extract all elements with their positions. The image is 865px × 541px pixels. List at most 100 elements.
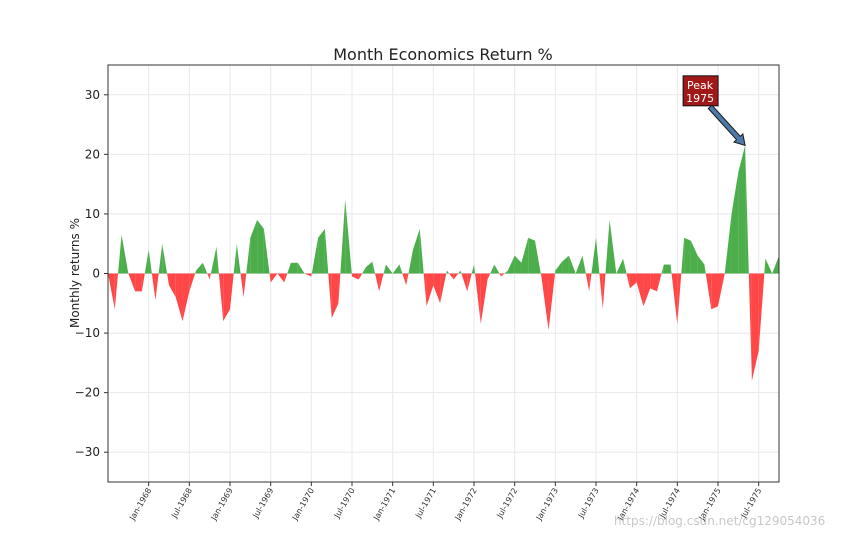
positive-area-segment	[209, 246, 217, 274]
watermark: https://blog.csdn.net/cg129054036	[614, 514, 826, 528]
positive-area-segment	[528, 237, 535, 274]
negative-area-segment	[433, 273, 441, 304]
positive-area-segment	[446, 270, 454, 274]
positive-area-segment	[155, 243, 163, 274]
negative-area-segment	[589, 273, 596, 292]
negative-area-segment	[582, 273, 590, 292]
negative-area-segment	[548, 273, 556, 331]
positive-area-segment	[202, 262, 210, 274]
x-tick-label: Jul-1971	[413, 487, 438, 521]
positive-area-segment	[555, 261, 563, 274]
negative-area-segment	[230, 273, 237, 310]
positive-area-segment	[738, 145, 746, 274]
x-tick-label: Jan-1970	[290, 487, 316, 523]
negative-area-segment	[623, 273, 630, 289]
negative-area-segment	[535, 273, 542, 280]
positive-area-segment	[772, 255, 779, 274]
y-axis-label: Monthly returns %	[68, 218, 82, 328]
positive-area-segment	[623, 258, 630, 274]
positive-area-segment	[392, 264, 400, 274]
negative-area-segment	[670, 273, 678, 325]
negative-area-segment	[372, 273, 380, 292]
positive-area-segment	[758, 258, 766, 274]
negative-area-segment	[148, 273, 156, 301]
negative-area-segment	[135, 273, 142, 292]
positive-area-segment	[670, 264, 678, 274]
negative-area-segment	[209, 273, 217, 280]
negative-area-segment	[453, 273, 461, 280]
positive-area-segment	[338, 199, 346, 274]
negative-area-segment	[379, 273, 386, 292]
negative-area-segment	[501, 273, 508, 277]
negative-area-segment	[324, 273, 332, 319]
positive-area-segment	[765, 258, 773, 274]
positive-area-segment	[148, 249, 156, 274]
negative-area-segment	[629, 273, 637, 289]
positive-area-segment	[345, 199, 352, 274]
positive-area-segment	[731, 172, 739, 274]
negative-area-segment	[243, 273, 251, 298]
positive-area-segment	[263, 228, 271, 274]
positive-area-segment	[358, 267, 366, 274]
positive-area-segment	[467, 264, 474, 274]
negative-area-segment	[541, 273, 549, 331]
positive-area-segment	[230, 243, 237, 274]
negative-area-segment	[189, 273, 197, 292]
negative-area-segment	[352, 273, 359, 280]
negative-area-segment	[155, 273, 163, 301]
positive-area-segment	[291, 262, 298, 274]
negative-area-segment	[304, 273, 312, 277]
negative-area-segment	[460, 273, 468, 292]
positive-area-segment	[535, 240, 542, 274]
negative-area-segment	[494, 273, 502, 277]
negative-area-segment	[263, 273, 271, 283]
negative-area-segment	[704, 273, 712, 310]
positive-area-segment	[311, 237, 319, 274]
positive-area-segment	[318, 228, 325, 274]
positive-area-segment	[507, 255, 515, 274]
x-tick-label: Jan-1973	[534, 487, 560, 523]
annotation-arrow	[707, 104, 746, 147]
positive-area-segment	[501, 270, 508, 274]
positive-area-segment	[609, 219, 617, 274]
negative-area-segment	[406, 273, 413, 286]
positive-area-segment	[399, 264, 407, 274]
x-tick-label: Jan-1972	[453, 487, 479, 523]
negative-area-segment	[223, 273, 230, 322]
negative-area-segment	[284, 273, 291, 283]
negative-area-segment	[169, 273, 176, 298]
positive-area-segment	[684, 237, 691, 274]
negative-area-segment	[711, 273, 718, 310]
annotation-text-line2: 1975	[686, 92, 714, 105]
x-tick-label: Jan-1969	[209, 487, 235, 523]
x-tick-label: Jan-1971	[371, 487, 397, 523]
x-tick-label: Jul-1973	[576, 487, 601, 521]
positive-area-segment	[596, 237, 603, 274]
annotation-text-line1: Peak	[687, 79, 714, 92]
negative-area-segment	[650, 273, 657, 292]
y-tick-label: 10	[85, 207, 100, 221]
negative-area-segment	[596, 273, 603, 310]
positive-area-segment	[582, 255, 590, 274]
negative-area-segment	[758, 273, 766, 351]
positive-area-segment	[562, 255, 569, 274]
x-tick-label: Jul-1968	[169, 487, 194, 521]
negative-area-segment	[440, 273, 447, 304]
negative-area-segment	[487, 273, 495, 280]
positive-area-segment	[372, 261, 380, 274]
negative-area-segment	[270, 273, 278, 283]
negative-area-segment	[128, 273, 136, 292]
positive-area-segment	[453, 270, 461, 274]
positive-area-segment	[589, 237, 596, 274]
y-tick-label: −10	[75, 326, 100, 340]
positive-area-segment	[324, 228, 332, 274]
negative-area-segment	[419, 273, 427, 307]
y-tick-label: 0	[92, 267, 100, 281]
positive-area-segment	[297, 262, 305, 274]
negative-area-segment	[338, 273, 346, 304]
negative-area-segment	[480, 273, 488, 325]
positive-area-segment	[114, 234, 122, 274]
positive-area-segment	[460, 270, 468, 274]
